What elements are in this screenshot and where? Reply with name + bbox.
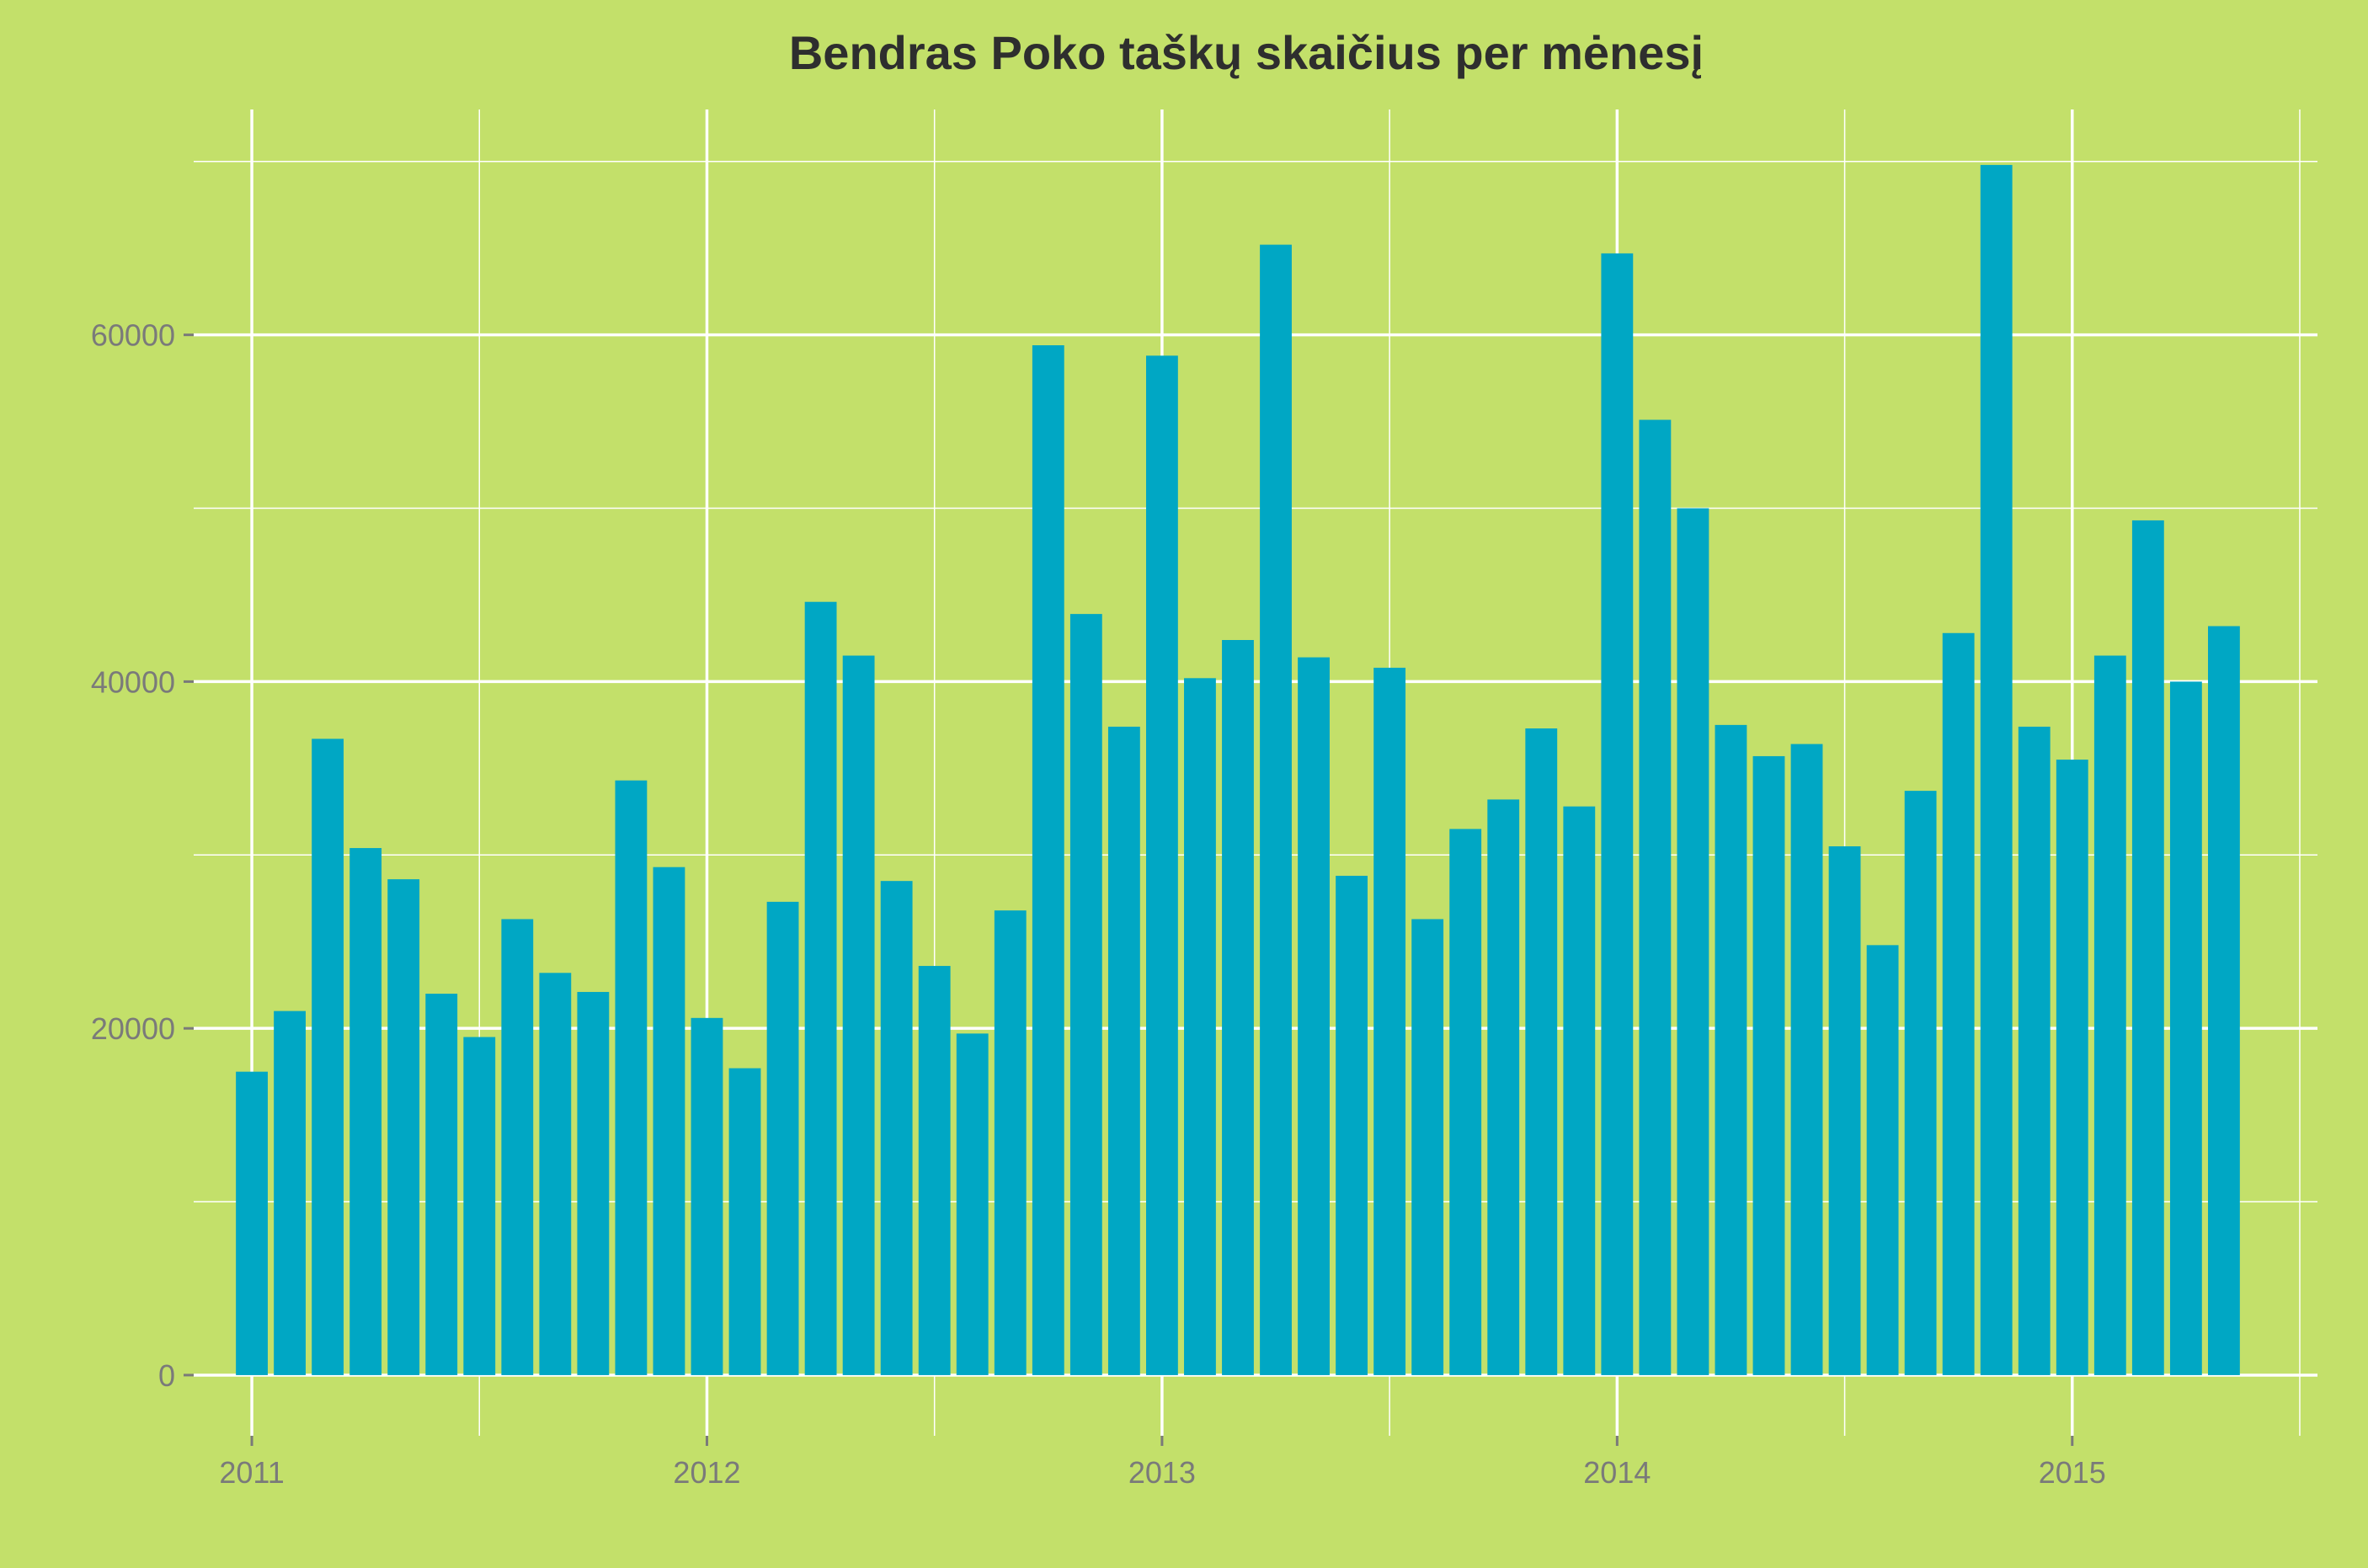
bar-2015-03 (2131, 520, 2164, 1375)
bar-2011-08 (501, 919, 534, 1375)
bar-2011-06 (425, 994, 458, 1375)
bar-2011-11 (615, 780, 648, 1375)
bar-2012-03 (766, 901, 799, 1375)
bar-2012-09 (994, 910, 1027, 1375)
bar-2011-04 (349, 848, 382, 1375)
bar-2012-10 (1032, 345, 1064, 1375)
bar-2013-07 (1373, 667, 1406, 1375)
bar-2012-06 (880, 881, 913, 1375)
bar-2014-03 (1677, 508, 1709, 1375)
bar-2013-03 (1222, 640, 1254, 1375)
bar-2014-09 (1904, 791, 1937, 1375)
x-tick-label: 2015 (2039, 1455, 2106, 1490)
bar-2011-10 (577, 991, 610, 1375)
bar-2011-03 (312, 739, 344, 1375)
bar-2014-11 (1980, 164, 2013, 1375)
bar-2015-01 (2056, 760, 2088, 1375)
x-tick-label: 2012 (673, 1455, 740, 1490)
bar-2011-02 (274, 1011, 307, 1375)
bar-2015-04 (2169, 681, 2202, 1375)
bar-2012-04 (804, 601, 837, 1375)
bar-2014-02 (1639, 419, 1672, 1375)
bar-2013-09 (1449, 829, 1482, 1375)
y-tick-label: 20000 (91, 1011, 175, 1046)
bar-2013-02 (1184, 678, 1216, 1375)
x-tick-label: 2013 (1128, 1455, 1196, 1490)
bar-2013-06 (1336, 876, 1368, 1375)
bar-2012-01 (691, 1017, 723, 1375)
y-tick-label: 60000 (91, 318, 175, 353)
bar-2013-11 (1525, 728, 1558, 1375)
bar-2012-12 (1107, 726, 1140, 1375)
bars (236, 164, 2240, 1375)
axes: 0 20000 40000 60000 2011 2012 2013 2014 2015 (91, 318, 2106, 1490)
bar-2013-12 (1563, 806, 1596, 1375)
bar-2014-01 (1601, 253, 1634, 1375)
bar-2011-09 (539, 973, 572, 1375)
bar-2014-12 (2018, 726, 2051, 1375)
bar-2012-05 (842, 655, 875, 1375)
bar-2014-07 (1828, 846, 1861, 1375)
bar-2012-02 (728, 1068, 761, 1375)
bar-2014-04 (1715, 724, 1747, 1375)
bar-2011-07 (463, 1037, 496, 1375)
y-tick-label: 0 (158, 1358, 175, 1393)
bar-2014-10 (1942, 632, 1975, 1375)
bar-2012-08 (956, 1033, 989, 1375)
bar-2013-01 (1145, 355, 1178, 1375)
bar-2015-02 (2093, 655, 2126, 1375)
bar-2014-05 (1752, 755, 1785, 1375)
bar-2012-07 (918, 966, 951, 1375)
bar-2011-01 (236, 1071, 268, 1375)
bar-2015-05 (2207, 626, 2240, 1375)
bar-2013-10 (1487, 799, 1520, 1375)
bar-2013-08 (1411, 919, 1444, 1375)
bar-2013-04 (1260, 244, 1292, 1375)
bar-2012-11 (1069, 614, 1102, 1375)
x-tick-label: 2014 (1583, 1455, 1651, 1490)
y-tick-label: 40000 (91, 664, 175, 699)
bar-2014-06 (1790, 744, 1823, 1375)
bar-2013-05 (1298, 657, 1330, 1375)
bar-2011-12 (653, 867, 685, 1375)
bar-2011-05 (387, 879, 420, 1375)
chart-title: Bendras Poko taškų skaičius per mėnesį (789, 26, 1704, 79)
x-tick-label: 2011 (219, 1455, 284, 1490)
bar-2014-08 (1866, 945, 1899, 1375)
